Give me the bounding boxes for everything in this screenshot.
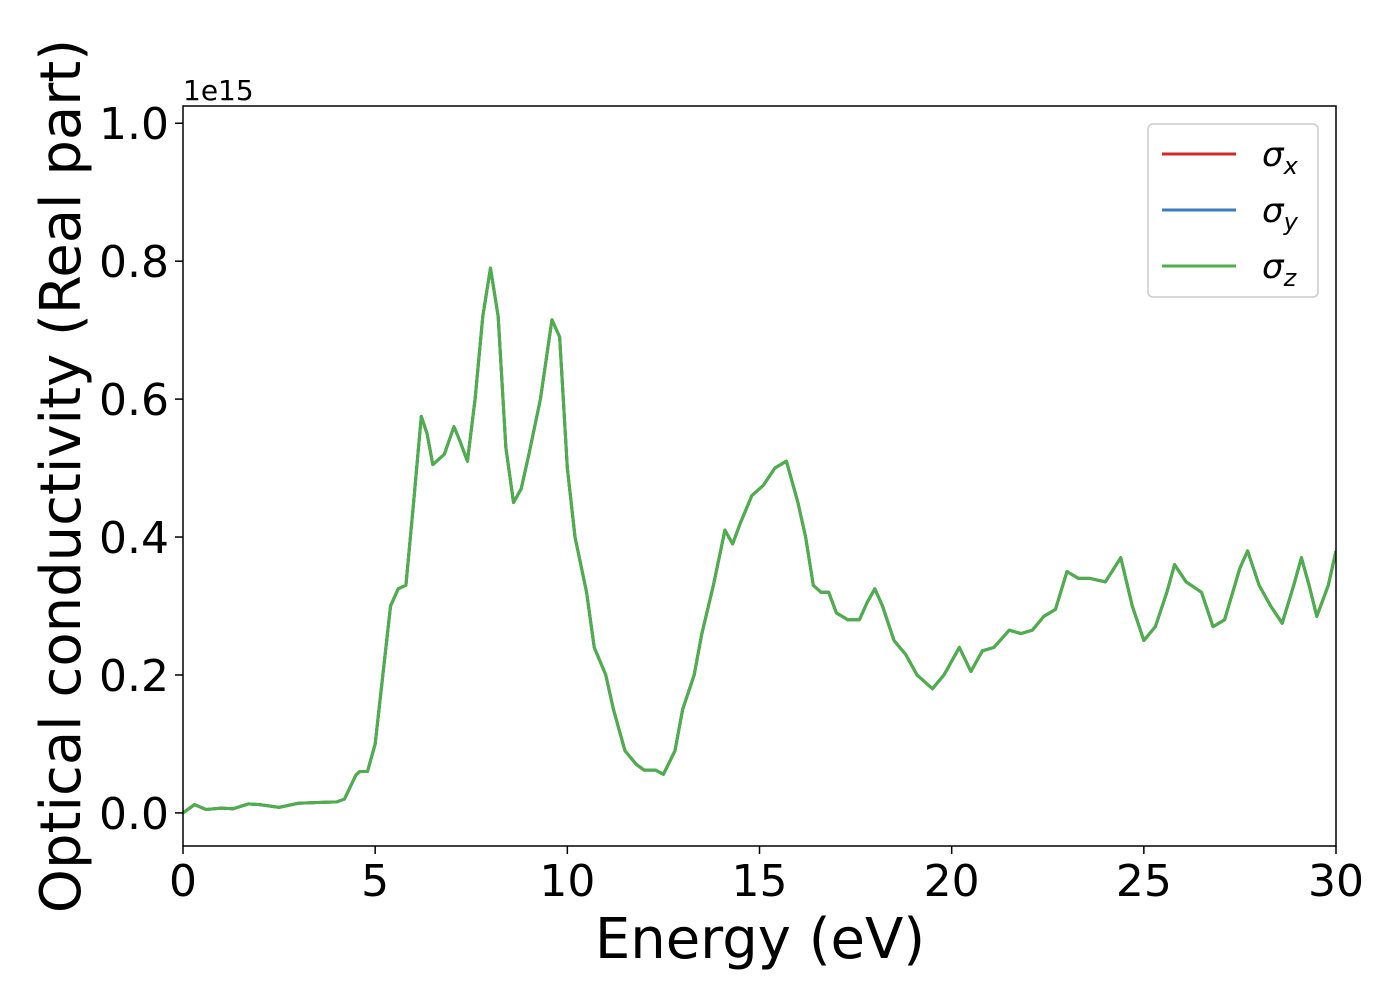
x-tick-label: 0: [169, 856, 197, 907]
y-tick-label: 0.8: [99, 237, 169, 288]
y-tick-label: 0.4: [99, 513, 169, 564]
x-tick-label: 5: [361, 856, 389, 907]
y-tick-label: 0.6: [99, 375, 169, 426]
plot-frame: [182, 105, 1337, 847]
x-axis-label: Energy (eV): [595, 907, 925, 972]
legend-label: σz: [1262, 247, 1298, 292]
y-axis-label: Optical conductivity (Real part): [29, 39, 94, 913]
x-tick-label: 25: [1116, 856, 1172, 907]
x-tick-label: 15: [732, 856, 788, 907]
x-tick-label: 30: [1308, 856, 1364, 907]
y-tick-label: 0.2: [99, 651, 169, 702]
x-tick-label: 10: [539, 856, 595, 907]
series-line: [183, 266, 1336, 815]
y-tick-label: 1.0: [99, 99, 169, 150]
x-tick-label: 20: [924, 856, 980, 907]
legend-label: σx: [1262, 135, 1299, 180]
y-tick-label: 0.0: [99, 789, 169, 840]
legend-label: σy: [1262, 191, 1299, 236]
y-offset-label: 1e15: [183, 74, 254, 107]
